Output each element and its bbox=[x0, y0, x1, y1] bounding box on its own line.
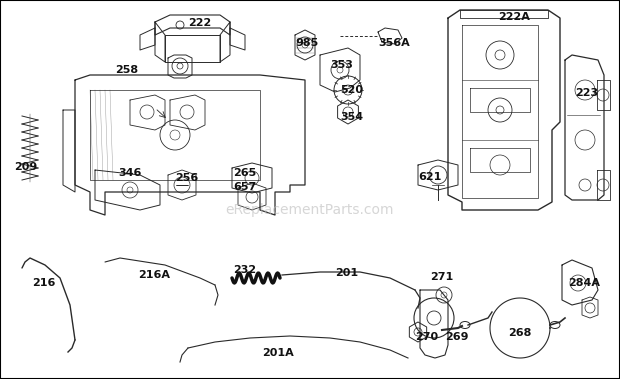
Text: 269: 269 bbox=[445, 332, 469, 342]
Text: 201A: 201A bbox=[262, 348, 294, 358]
Text: 268: 268 bbox=[508, 328, 531, 338]
Text: 258: 258 bbox=[115, 65, 138, 75]
Text: 621: 621 bbox=[418, 172, 441, 182]
Text: eReplacementParts.com: eReplacementParts.com bbox=[226, 203, 394, 217]
Text: 657: 657 bbox=[233, 182, 256, 192]
Text: 354: 354 bbox=[340, 112, 363, 122]
Text: 201: 201 bbox=[335, 268, 358, 278]
Text: 520: 520 bbox=[340, 85, 363, 95]
Text: 209: 209 bbox=[14, 162, 37, 172]
Text: 353: 353 bbox=[330, 60, 353, 70]
Text: 216: 216 bbox=[32, 278, 55, 288]
Text: 265: 265 bbox=[233, 168, 256, 178]
Text: 271: 271 bbox=[430, 272, 453, 282]
Text: 356A: 356A bbox=[378, 38, 410, 48]
Text: 216A: 216A bbox=[138, 270, 170, 280]
Text: 346: 346 bbox=[118, 168, 141, 178]
Text: 222A: 222A bbox=[498, 12, 530, 22]
Text: 232: 232 bbox=[233, 265, 256, 275]
Text: 985: 985 bbox=[295, 38, 318, 48]
Text: 270: 270 bbox=[415, 332, 438, 342]
Text: 284A: 284A bbox=[568, 278, 600, 288]
Text: 223: 223 bbox=[575, 88, 598, 98]
Text: 222: 222 bbox=[188, 18, 211, 28]
Text: 256: 256 bbox=[175, 173, 198, 183]
